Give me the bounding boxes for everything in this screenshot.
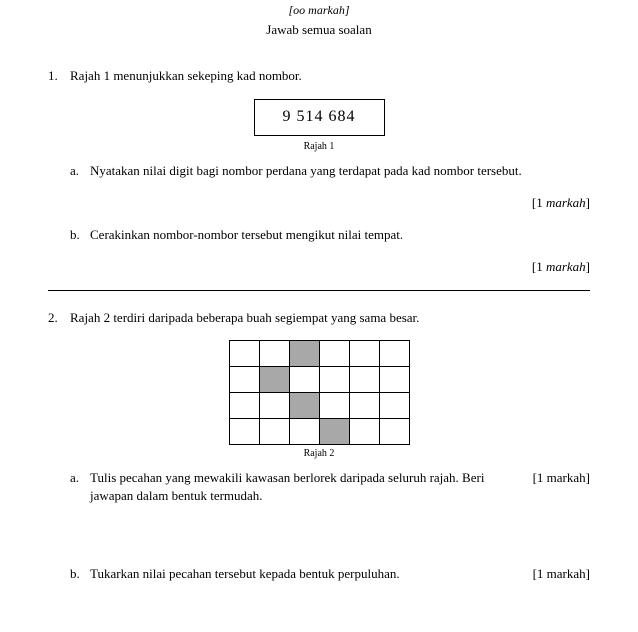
grid-cell [319, 366, 349, 392]
grid-cell [229, 340, 259, 366]
q2-number: 2. [48, 309, 70, 327]
grid-cell [289, 392, 319, 418]
header-instruction: Jawab semua soalan [48, 21, 590, 39]
q1b-text: Cerakinkan nombor-nombor tersebut mengik… [90, 226, 590, 244]
grid-cell [349, 392, 379, 418]
grid-cell [229, 418, 259, 444]
q1a-letter: a. [70, 162, 90, 180]
q1-number: 1. [48, 67, 70, 85]
grid-cell [259, 340, 289, 366]
q1a-mark-word: markah [546, 195, 586, 210]
grid-table [229, 340, 410, 445]
grid-cell [379, 418, 409, 444]
q2a-body: Tulis pecahan yang mewakili kawasan berl… [90, 469, 590, 505]
grid-cell [289, 340, 319, 366]
grid-cell [319, 392, 349, 418]
q1b: b. Cerakinkan nombor-nombor tersebut men… [70, 226, 590, 244]
q1b-mark-num: 1 [536, 259, 543, 274]
grid-cell [259, 418, 289, 444]
q2-text: Rajah 2 terdiri daripada beberapa buah s… [70, 309, 590, 327]
grid-cell [319, 418, 349, 444]
q2b-mark: [1 markah] [533, 565, 590, 583]
question-2: 2. Rajah 2 terdiri daripada beberapa bua… [48, 309, 590, 583]
q2b-text: Tukarkan nilai pecahan tersebut kepada b… [90, 565, 533, 583]
q2a-mark: [1 markah] [533, 469, 590, 487]
grid-cell [229, 366, 259, 392]
question-1: 1. Rajah 1 menunjukkan sekeping kad nomb… [48, 67, 590, 276]
grid-cell [289, 366, 319, 392]
grid-cell [379, 392, 409, 418]
grid-cell [319, 340, 349, 366]
figure2-caption: Rajah 2 [48, 447, 590, 461]
grid-cell [349, 340, 379, 366]
grid-cell [259, 392, 289, 418]
grid-cell [259, 366, 289, 392]
exam-page: [oo markah] Jawab semua soalan 1. Rajah … [0, 2, 638, 615]
grid-cell [349, 366, 379, 392]
q2a: a. Tulis pecahan yang mewakili kawasan b… [70, 469, 590, 505]
q2-prompt-line: 2. Rajah 2 terdiri daripada beberapa bua… [48, 309, 590, 327]
q1a-mark-num: 1 [536, 195, 543, 210]
q2a-text: Tulis pecahan yang mewakili kawasan berl… [90, 469, 533, 505]
header-marks: [oo markah] [48, 2, 590, 19]
figure2-grid [229, 340, 410, 445]
q1b-letter: b. [70, 226, 90, 244]
q1a-text: Nyatakan nilai digit bagi nombor perdana… [90, 162, 590, 180]
q1b-mark: [1 markah] [48, 258, 590, 276]
q1b-mark-word: markah [546, 259, 586, 274]
q1-text: Rajah 1 menunjukkan sekeping kad nombor. [70, 67, 590, 85]
q1-prompt-line: 1. Rajah 1 menunjukkan sekeping kad nomb… [48, 67, 590, 85]
section-divider [48, 290, 590, 291]
grid-cell [289, 418, 319, 444]
grid-cell [349, 418, 379, 444]
grid-cell [229, 392, 259, 418]
q2b-body: Tukarkan nilai pecahan tersebut kepada b… [90, 565, 590, 583]
figure1-caption: Rajah 1 [48, 140, 590, 154]
q2b: b. Tukarkan nilai pecahan tersebut kepad… [70, 565, 590, 583]
number-card: 9 514 684 [254, 99, 385, 135]
grid-cell [379, 366, 409, 392]
q2b-letter: b. [70, 565, 90, 583]
q2a-letter: a. [70, 469, 90, 487]
q1a-mark: [1 markah] [48, 194, 590, 212]
grid-cell [379, 340, 409, 366]
q1a: a. Nyatakan nilai digit bagi nombor perd… [70, 162, 590, 180]
